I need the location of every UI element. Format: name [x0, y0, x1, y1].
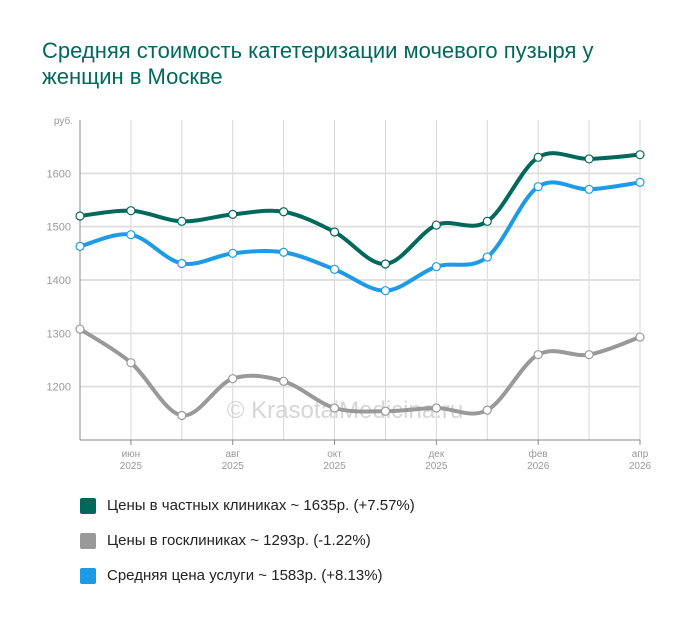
y-tick-label: 1500 [47, 222, 71, 234]
series-line-0 [79, 151, 641, 266]
x-tick-year: 2025 [222, 461, 245, 472]
data-point [177, 258, 187, 269]
data-point [228, 374, 238, 384]
data-point [75, 211, 85, 221]
x-tick-month: фев [529, 448, 548, 460]
data-point [482, 252, 492, 262]
legend-swatch [80, 532, 96, 549]
data-point [584, 350, 594, 360]
data-point [279, 207, 289, 217]
legend-swatch [80, 497, 96, 514]
data-point [126, 206, 136, 216]
data-point [533, 350, 543, 360]
data-point [635, 177, 645, 187]
data-point [635, 150, 645, 160]
legend-item-average[interactable]: Средняя цена услуги ~ 1583р. (+8.13%) [80, 558, 415, 593]
x-tick-year: 2025 [120, 461, 143, 472]
data-point [329, 227, 340, 237]
data-point [279, 247, 289, 257]
legend-label: Цены в госклиниках ~ 1293р. (-1.22%) [107, 532, 371, 549]
y-tick-label: 1200 [47, 382, 71, 394]
legend-label: Средняя цена услуги ~ 1583р. (+8.13%) [107, 567, 383, 584]
legend-item-public[interactable]: Цены в госклиниках ~ 1293р. (-1.22%) [80, 523, 415, 558]
x-tick-year: 2026 [629, 461, 652, 472]
data-point [75, 324, 85, 334]
data-point [380, 406, 391, 416]
y-tick-label: 1600 [47, 168, 71, 180]
legend-item-private[interactable]: Цены в частных клиниках ~ 1635р. (+7.57%… [80, 488, 415, 523]
x-tick-year: 2025 [323, 461, 346, 472]
data-point [482, 216, 492, 226]
data-point [380, 286, 391, 296]
x-tick-month: дек [428, 449, 444, 460]
data-point [75, 241, 85, 251]
data-point [177, 216, 187, 226]
x-tick-year: 2026 [527, 461, 550, 472]
y-tick-label: 1400 [47, 275, 71, 287]
data-point [431, 220, 441, 230]
data-point [228, 248, 238, 258]
x-tick-year: 2025 [425, 461, 448, 472]
data-point [126, 230, 136, 240]
data-point [635, 332, 645, 342]
chart-title: Средняя стоимость катетеризации мочевого… [42, 38, 594, 89]
data-point [431, 403, 441, 413]
legend: Цены в частных клиниках ~ 1635р. (+7.57%… [80, 488, 415, 593]
data-point [329, 264, 340, 274]
data-point [380, 259, 391, 269]
data-point [279, 376, 289, 386]
x-tick-month: окт [327, 449, 342, 460]
data-point [533, 182, 543, 192]
data-point [533, 152, 543, 162]
series-line-2 [79, 180, 641, 293]
data-point [329, 403, 340, 413]
x-tick-month: апр [632, 449, 649, 460]
legend-swatch [80, 567, 96, 584]
data-point [584, 154, 594, 164]
data-point [482, 405, 492, 415]
data-point [584, 184, 594, 194]
data-point [177, 410, 187, 421]
data-point [126, 358, 136, 368]
x-tick-month: авг [225, 449, 240, 460]
y-tick-label: 1300 [47, 328, 71, 340]
y-axis-unit: руб. [54, 115, 73, 127]
x-tick-month: июн [122, 449, 141, 460]
legend-label: Цены в частных клиниках ~ 1635р. (+7.57%… [107, 497, 415, 514]
data-point [228, 209, 238, 219]
data-point [431, 262, 441, 272]
